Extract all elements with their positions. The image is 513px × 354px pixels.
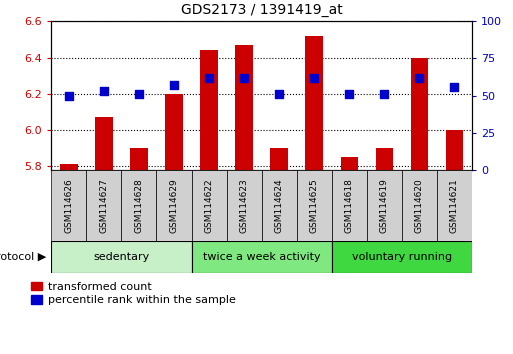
Point xyxy=(240,75,248,81)
Text: GSM114627: GSM114627 xyxy=(100,178,108,233)
Point xyxy=(100,88,108,94)
Bar xyxy=(165,94,183,170)
Legend: transformed count, percentile rank within the sample: transformed count, percentile rank withi… xyxy=(31,282,236,305)
Point xyxy=(65,93,73,98)
Text: voluntary running: voluntary running xyxy=(352,252,452,262)
Bar xyxy=(156,170,191,241)
Bar xyxy=(60,165,77,170)
Bar xyxy=(332,170,367,241)
Text: GSM114623: GSM114623 xyxy=(240,178,249,233)
Bar xyxy=(305,36,323,170)
Bar xyxy=(437,170,472,241)
Text: twice a week activity: twice a week activity xyxy=(203,252,321,262)
Bar xyxy=(270,148,288,170)
Point xyxy=(170,82,178,88)
Text: sedentary: sedentary xyxy=(93,252,149,262)
Text: GSM114621: GSM114621 xyxy=(450,178,459,233)
Text: GSM114626: GSM114626 xyxy=(64,178,73,233)
Bar xyxy=(262,170,297,241)
Bar xyxy=(332,241,472,273)
Point xyxy=(135,91,143,97)
Bar xyxy=(376,148,393,170)
Bar xyxy=(200,50,218,170)
Bar xyxy=(341,157,358,170)
Bar xyxy=(191,241,332,273)
Bar xyxy=(86,170,122,241)
Bar xyxy=(446,130,463,170)
Point xyxy=(450,84,459,90)
Point xyxy=(310,75,318,81)
Bar xyxy=(95,117,113,170)
Text: GSM114628: GSM114628 xyxy=(134,178,144,233)
Bar xyxy=(402,170,437,241)
Point xyxy=(415,75,423,81)
Point xyxy=(275,91,283,97)
Bar xyxy=(235,45,253,170)
Bar xyxy=(367,170,402,241)
Text: GSM114620: GSM114620 xyxy=(415,178,424,233)
Text: GSM114622: GSM114622 xyxy=(205,178,213,233)
Bar xyxy=(227,170,262,241)
Text: protocol ▶: protocol ▶ xyxy=(0,252,46,262)
Bar xyxy=(297,170,332,241)
Bar xyxy=(51,170,86,241)
Point xyxy=(380,91,388,97)
Text: GSM114619: GSM114619 xyxy=(380,178,389,233)
Point xyxy=(345,91,353,97)
Title: GDS2173 / 1391419_at: GDS2173 / 1391419_at xyxy=(181,4,343,17)
Text: GSM114618: GSM114618 xyxy=(345,178,354,233)
Bar xyxy=(410,57,428,170)
Bar xyxy=(191,170,227,241)
Text: GSM114629: GSM114629 xyxy=(169,178,179,233)
Bar xyxy=(122,170,156,241)
Point xyxy=(205,75,213,81)
Text: GSM114625: GSM114625 xyxy=(310,178,319,233)
Bar xyxy=(130,148,148,170)
Text: GSM114624: GSM114624 xyxy=(274,178,284,233)
Bar xyxy=(51,241,191,273)
